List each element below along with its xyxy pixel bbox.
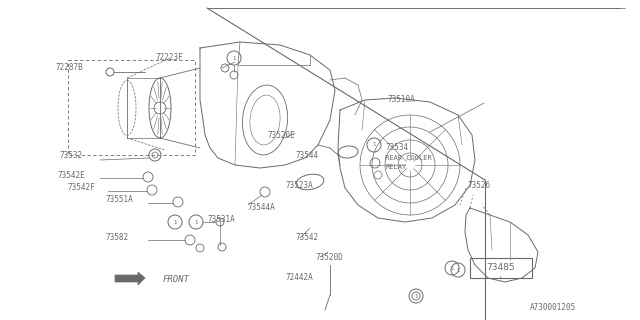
Text: 73542F: 73542F	[68, 183, 96, 193]
Text: 73544A: 73544A	[248, 203, 276, 212]
Text: RELAY: RELAY	[385, 164, 406, 170]
Text: 73485: 73485	[486, 263, 515, 273]
Bar	[68, 60, 195, 155]
Text: 73534: 73534	[385, 143, 408, 153]
Text: 73542E: 73542E	[58, 171, 86, 180]
Text: 73582: 73582	[105, 234, 128, 243]
Text: 73523A: 73523A	[285, 180, 313, 189]
Text: 73520E: 73520E	[268, 132, 296, 140]
Text: 1: 1	[372, 142, 376, 148]
Text: 73510A: 73510A	[388, 95, 416, 105]
Text: 73551A: 73551A	[105, 196, 132, 204]
Text: 73531A: 73531A	[208, 215, 236, 225]
Text: 72287B: 72287B	[55, 63, 83, 73]
Text: 1: 1	[195, 220, 198, 225]
Text: 72223F: 72223F	[155, 53, 183, 62]
Text: 1: 1	[414, 293, 418, 299]
Text: 73542: 73542	[295, 233, 318, 242]
Text: 1: 1	[456, 268, 460, 273]
Text: 1: 1	[232, 55, 236, 60]
Text: 1: 1	[451, 266, 454, 270]
Text: 73520D: 73520D	[315, 253, 343, 262]
Text: FRONT: FRONT	[163, 276, 190, 284]
Polygon shape	[115, 272, 145, 285]
Bar	[470, 258, 532, 278]
Text: 72442A: 72442A	[285, 274, 313, 283]
Text: 73532: 73532	[60, 150, 83, 159]
Text: REAR COOLER: REAR COOLER	[385, 155, 432, 161]
Text: 1: 1	[173, 220, 177, 225]
Text: 73544: 73544	[296, 150, 319, 159]
Text: A730001205: A730001205	[530, 303, 576, 313]
Text: 73526: 73526	[468, 180, 491, 189]
